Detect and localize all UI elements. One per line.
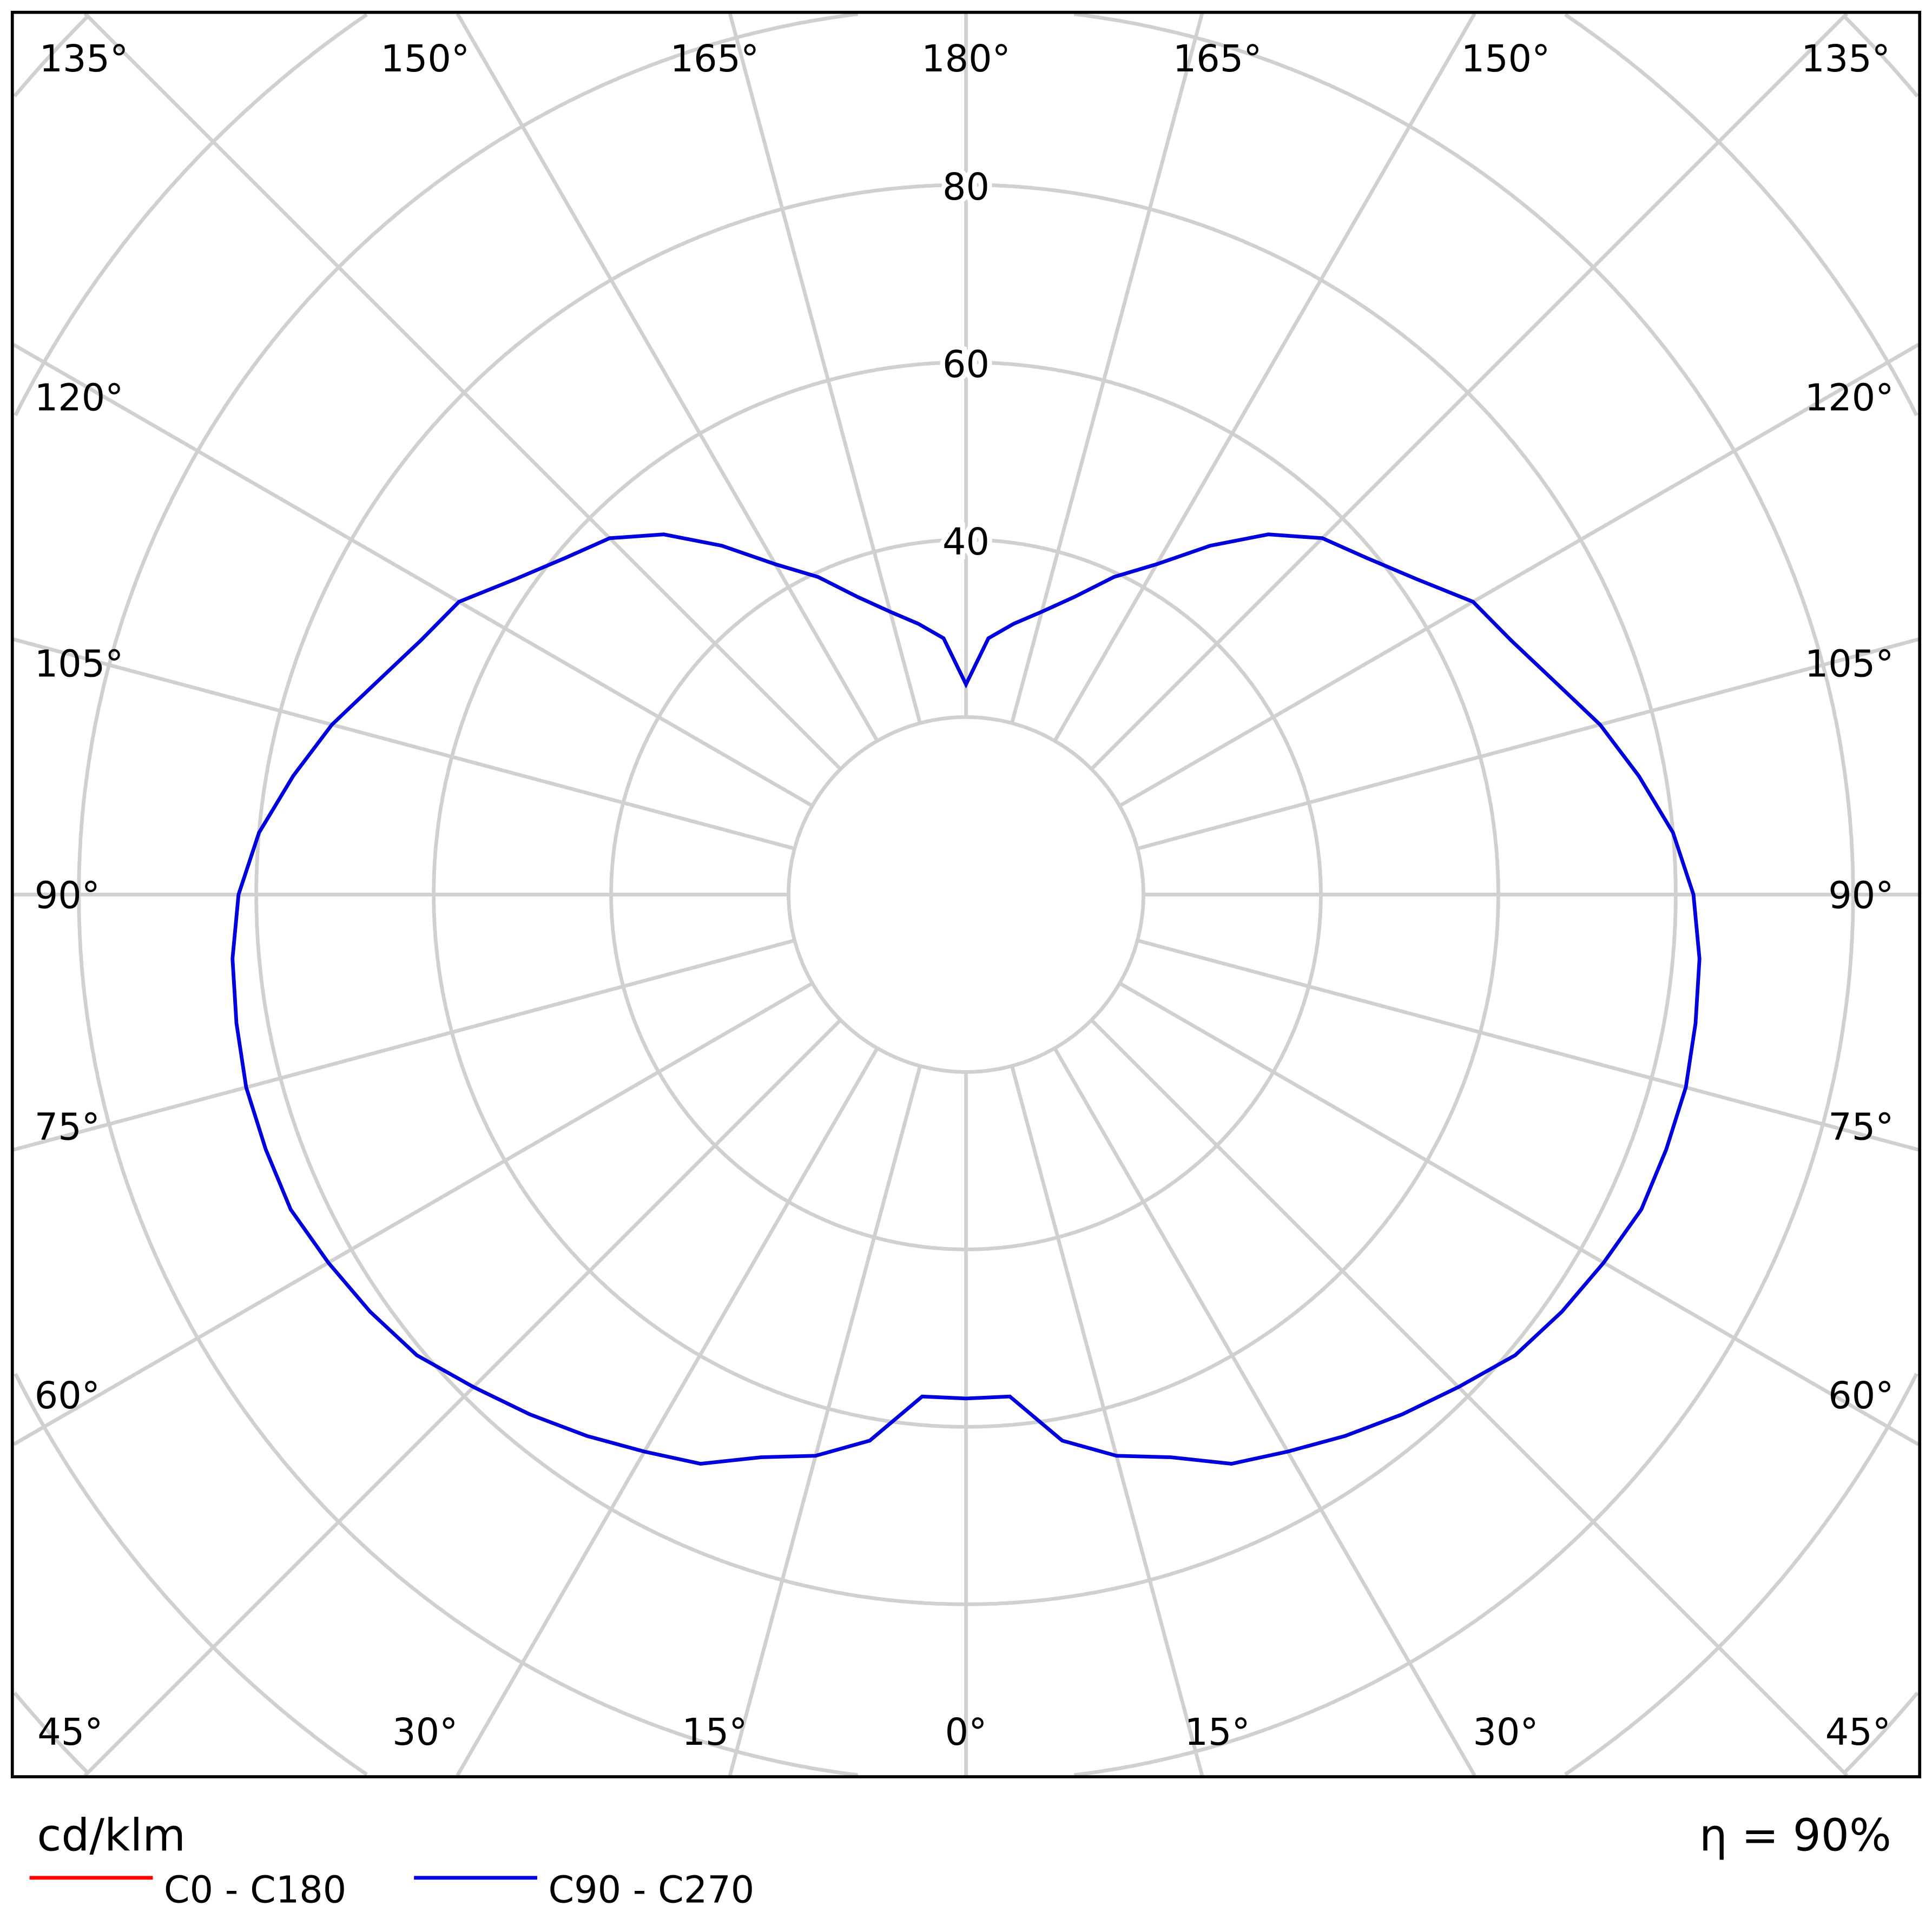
grid-spoke	[1010, 13, 1204, 724]
efficiency-label: η = 90%	[1699, 1810, 1891, 1862]
polar-grid	[12, 12, 1920, 1777]
grid-spoke	[83, 1018, 842, 1777]
unit-label: cd/klm	[37, 1810, 186, 1862]
series-curve-0	[230, 532, 1702, 1466]
angle-label: 90°	[35, 874, 100, 917]
grid-spoke	[1090, 1018, 1849, 1777]
grid-spoke	[456, 1047, 879, 1777]
grid-spoke	[1137, 637, 1919, 850]
angle-label: 75°	[1828, 1106, 1894, 1149]
grid-spoke	[1090, 12, 1849, 770]
radial-tick-label: 40	[942, 521, 990, 564]
angle-label: 60°	[35, 1375, 100, 1417]
grid-ring	[14, 13, 1918, 1776]
grid-spoke	[1010, 1065, 1204, 1776]
angle-label: 150°	[380, 38, 470, 81]
grid-spoke	[83, 12, 842, 770]
angle-label: 150°	[1461, 38, 1551, 81]
angle-label: 165°	[1173, 38, 1262, 81]
angle-label: 0°	[945, 1711, 987, 1754]
angle-label: 15°	[682, 1711, 747, 1754]
angle-label: 180°	[921, 38, 1011, 81]
grid-spoke	[456, 12, 879, 742]
grid-spoke	[1118, 981, 1920, 1446]
grid-spoke	[1118, 343, 1920, 808]
grid-spoke	[13, 637, 795, 850]
angle-label: 45°	[37, 1711, 103, 1754]
legend-label-c0-c180: C0 - C180	[164, 1869, 346, 1911]
angle-label: 135°	[39, 38, 129, 81]
radial-tick-label: 60	[942, 344, 990, 386]
grid-spoke	[1053, 1047, 1476, 1777]
grid-spoke	[12, 343, 814, 808]
angle-label: 30°	[392, 1711, 458, 1754]
angle-labels: 135° 150° 165° 180° 165° 150° 135° 45° 30° 15° 0° 1…	[35, 38, 1894, 1754]
angle-label: 105°	[1805, 643, 1894, 685]
grid-spoke	[1053, 12, 1476, 742]
grid-spoke	[728, 13, 922, 724]
radial-tick-labels: 40 60 80	[938, 161, 994, 569]
grid-spoke	[728, 1065, 922, 1776]
grid-spoke	[13, 938, 795, 1152]
grid-ring	[787, 715, 1145, 1074]
angle-label: 30°	[1473, 1711, 1538, 1754]
angle-label: 90°	[1828, 874, 1894, 917]
plot-frame	[10, 10, 1922, 1778]
angle-label: 15°	[1185, 1711, 1250, 1754]
angle-label: 135°	[1801, 38, 1890, 81]
grid-spoke	[1137, 938, 1919, 1152]
grid-ring	[13, 15, 1919, 1775]
angle-label: 105°	[35, 643, 124, 685]
angle-label: 45°	[1825, 1711, 1891, 1754]
angle-label: 75°	[35, 1106, 100, 1149]
legend-label-c90-c270: C90 - C270	[548, 1869, 754, 1911]
angle-label: 120°	[35, 377, 124, 419]
grid-spoke	[12, 981, 814, 1446]
angle-label: 60°	[1828, 1375, 1894, 1417]
angle-label: 120°	[1805, 377, 1894, 419]
radial-tick-label: 80	[942, 166, 990, 209]
angle-label: 165°	[670, 38, 760, 81]
curves	[230, 532, 1702, 1466]
